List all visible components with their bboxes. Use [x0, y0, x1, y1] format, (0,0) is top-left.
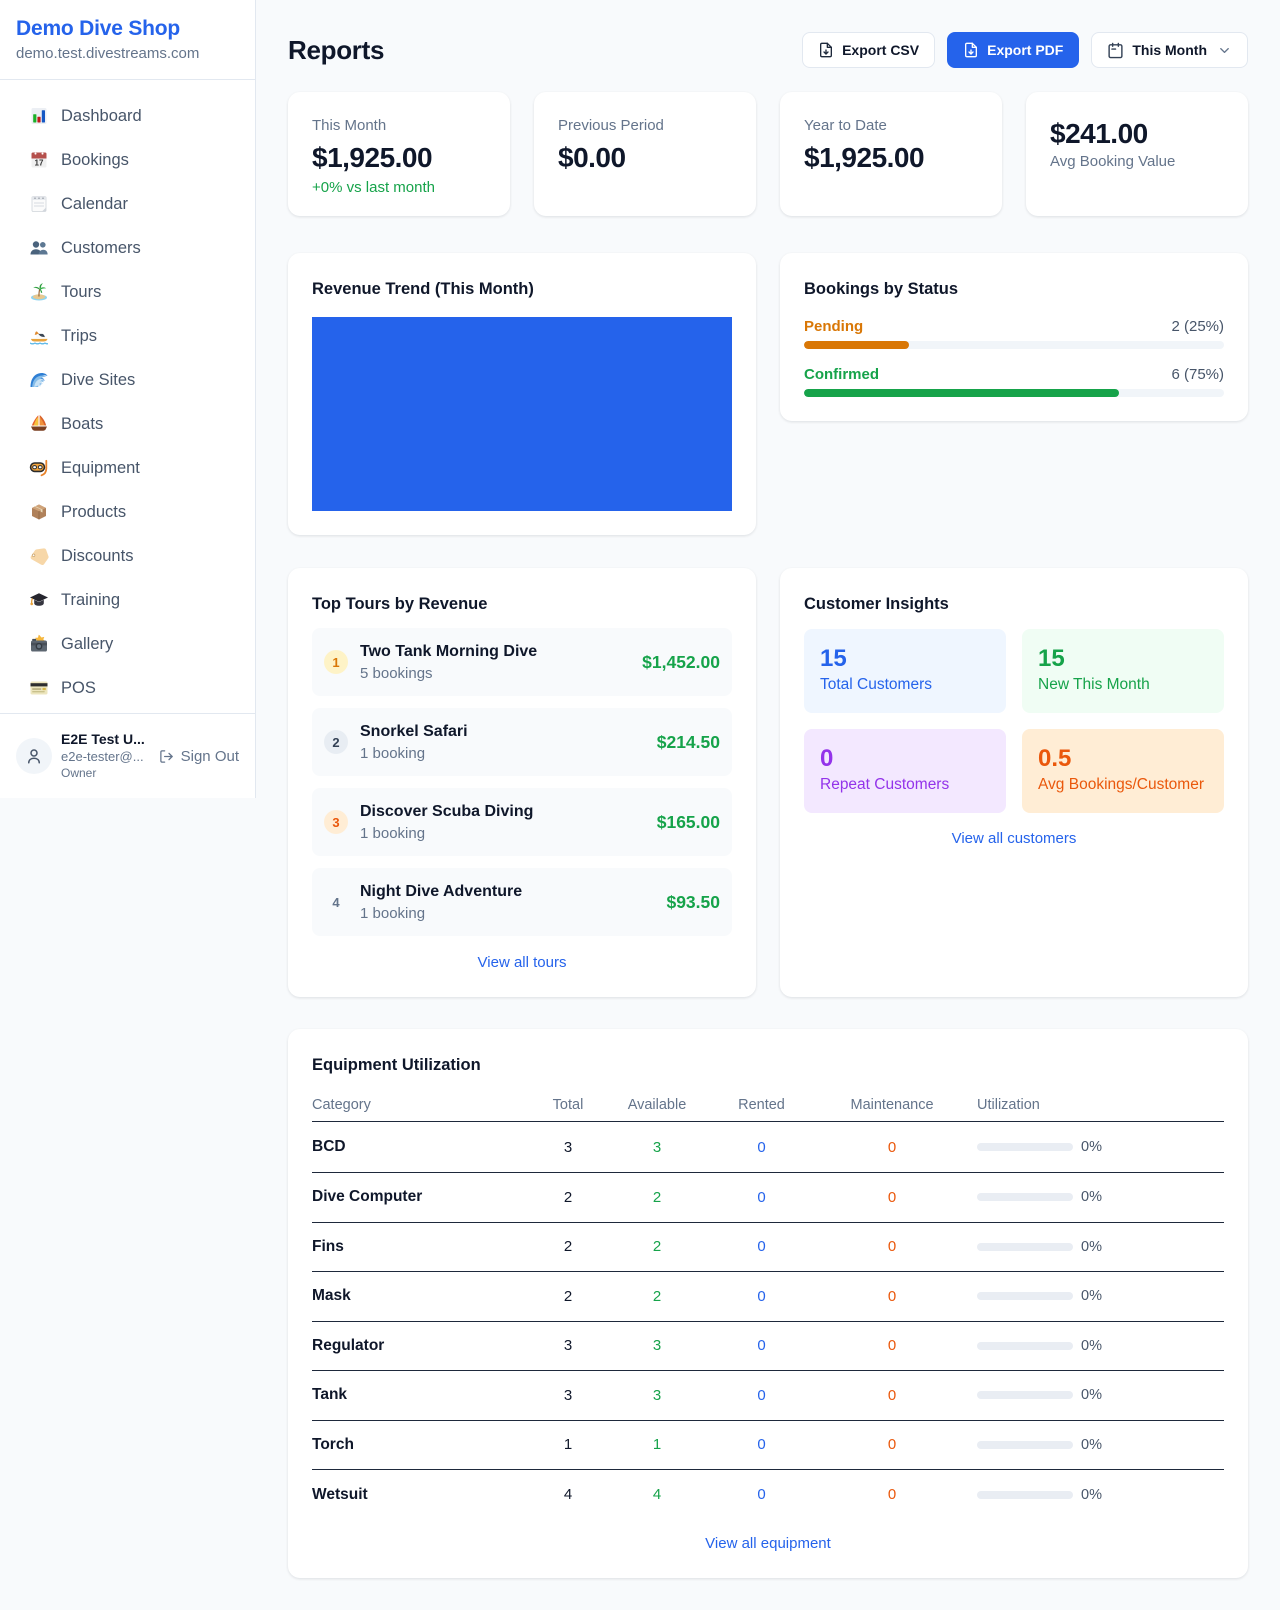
svg-text:17: 17	[35, 159, 44, 168]
